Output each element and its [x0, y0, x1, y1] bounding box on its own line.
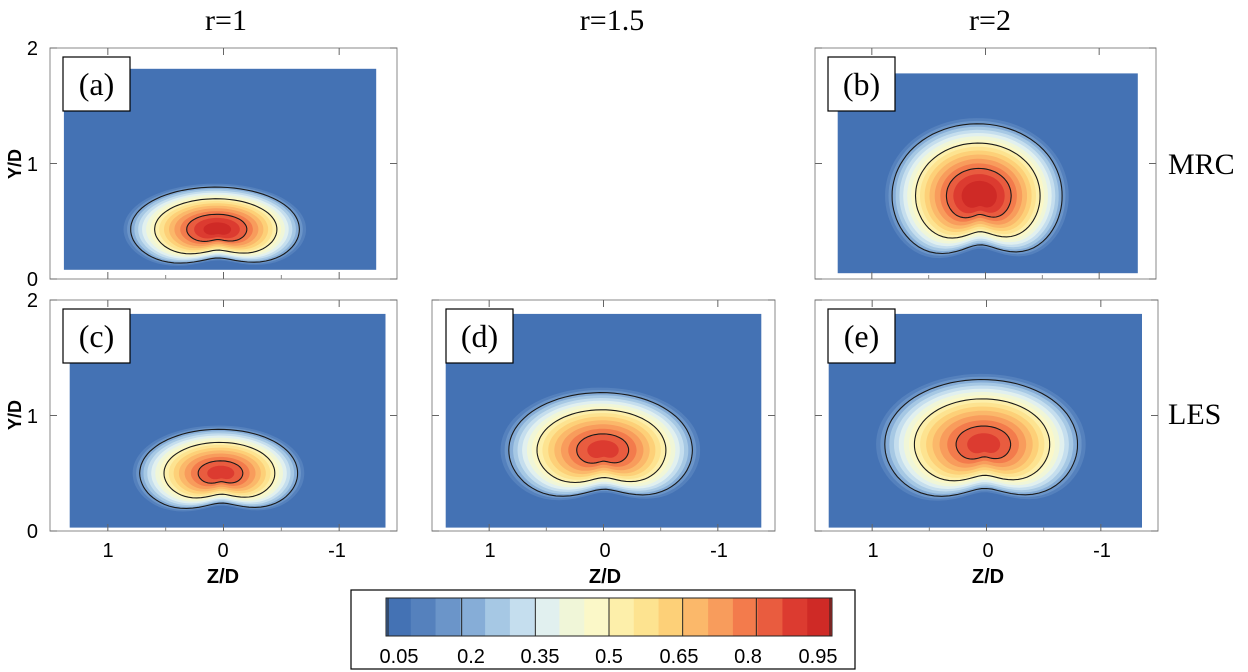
panel-d: (d): [431, 299, 776, 532]
colorbar-swatch: [386, 598, 412, 636]
column-title-r1-5: r=1.5: [580, 4, 644, 37]
colorbar-tick-label: 0.65: [660, 646, 699, 668]
contour-line: [955, 425, 1012, 460]
contour-line: [884, 378, 1079, 497]
panel-label: (a): [79, 66, 115, 102]
contour-band: [587, 440, 619, 458]
y-tick-label: 0: [27, 269, 38, 291]
panel-e: (e): [814, 299, 1159, 532]
y-tick-label: 0: [27, 521, 38, 543]
contour-line: [186, 213, 248, 242]
contour-line: [130, 186, 300, 264]
contour-line: [536, 409, 667, 484]
colorbar-tick-label: 0.5: [595, 646, 623, 668]
x-tick-label: -1: [710, 540, 728, 562]
panel-label: (d): [461, 318, 498, 354]
colorbar-swatch: [782, 598, 808, 636]
colorbar-swatch: [658, 598, 684, 636]
contour-field: [837, 73, 1138, 274]
panel-label-box: [827, 308, 896, 364]
contour-field: [828, 313, 1142, 528]
y-axis-label-bottom: Y/D: [5, 400, 25, 430]
row-label-les: LES: [1168, 398, 1221, 431]
contour-band: [203, 222, 232, 235]
column-title-r2: r=2: [969, 4, 1011, 37]
colorbar-swatches: [385, 597, 833, 637]
x-tick-label: 0: [982, 540, 993, 562]
x-axis-label: Z/D: [589, 566, 621, 588]
axis-ticks: [50, 47, 397, 280]
colorbar-tick-label: 0.05: [380, 646, 419, 668]
contour-line: [576, 433, 630, 464]
contour-line: [913, 398, 1051, 482]
colorbar-swatch: [732, 598, 759, 636]
y-tick-label: 1: [27, 406, 38, 428]
colorbar-swatch: [757, 598, 783, 636]
contour-line: [945, 167, 1012, 219]
x-tick-label: 1: [867, 540, 878, 562]
colorbar-swatch: [534, 598, 560, 636]
contour-band: [961, 180, 997, 208]
panel-label-box: [445, 308, 514, 364]
panel-label-box: [62, 56, 131, 112]
axis-ticks: [50, 299, 397, 532]
colorbar-tick-label: 0.8: [734, 646, 762, 668]
axis-ticks: [432, 299, 775, 532]
contour-line: [197, 460, 244, 484]
panel-c: (c): [49, 299, 398, 532]
colorbar-swatch: [435, 598, 461, 636]
panel-a: (a): [49, 47, 398, 280]
colorbar-swatch: [410, 598, 436, 636]
x-tick-label: -1: [328, 540, 346, 562]
contour-line: [154, 198, 278, 255]
colorbar-swatch: [559, 598, 585, 636]
panel-label: (b): [843, 66, 880, 102]
colorbar-swatch: [633, 598, 659, 636]
column-title-r1: r=1: [205, 4, 247, 37]
contour-field: [69, 313, 386, 528]
colorbar-swatch: [708, 598, 734, 636]
colorbar-swatch: [683, 598, 709, 636]
x-tick-label: 0: [217, 540, 228, 562]
colorbar-swatch: [460, 598, 486, 636]
x-tick-label: -1: [1093, 540, 1111, 562]
y-axis-label-top: Y/D: [5, 149, 25, 179]
axis-ticks: [815, 299, 1158, 532]
contour-line: [891, 123, 1063, 255]
contour-field: [445, 313, 762, 528]
colorbar-swatch: [509, 598, 536, 636]
colorbar: 0.05 0.2 0.35 0.5 0.65 0.8 0.95: [350, 589, 856, 670]
contour-band: [967, 433, 1001, 454]
x-axis-label: Z/D: [207, 566, 239, 588]
contour-line: [508, 392, 693, 497]
colorbar-swatch: [609, 598, 635, 636]
panel-label: (e): [844, 318, 880, 354]
x-tick-label: 0: [599, 540, 610, 562]
contour-line: [163, 441, 276, 499]
colorbar-swatch: [485, 598, 511, 636]
colorbar-swatch: [807, 598, 833, 636]
row-label-mrc: MRC: [1168, 148, 1235, 181]
panel-label-box: [62, 308, 131, 364]
colorbar-tick-label: 0.95: [799, 646, 838, 668]
contour-band: [207, 465, 235, 480]
axis-ticks: [815, 47, 1156, 280]
colorbar-tick-label: 0.2: [457, 646, 485, 668]
y-tick-label: 2: [27, 290, 38, 312]
contour-line: [139, 428, 299, 509]
panel-b: (b): [814, 47, 1157, 280]
colorbar-tick-label: 0.35: [521, 646, 560, 668]
colorbar-swatch: [584, 598, 610, 636]
y-tick-label: 2: [27, 38, 38, 60]
panel-label-box: [827, 56, 896, 112]
x-tick-label: 1: [102, 540, 113, 562]
contour-line: [914, 142, 1041, 239]
y-tick-label: 1: [27, 154, 38, 176]
x-axis-label: Z/D: [972, 566, 1004, 588]
panel-label: (c): [79, 318, 115, 354]
x-tick-label: 1: [484, 540, 495, 562]
